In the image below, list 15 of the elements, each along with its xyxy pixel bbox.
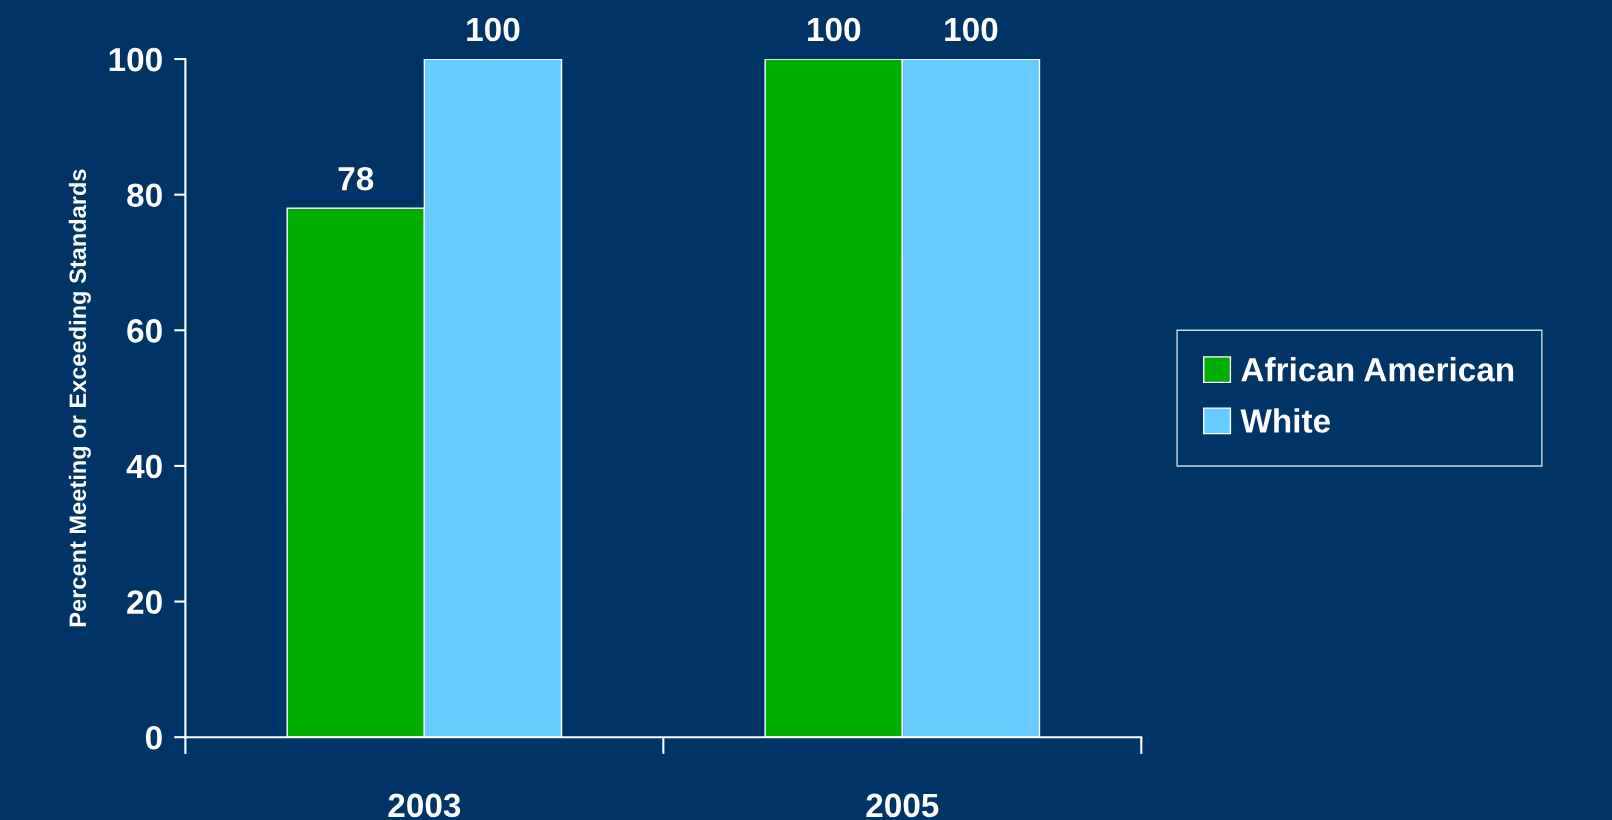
y-tick-label: 80 [127,183,162,208]
data-label: 100 [808,17,861,42]
y-tick-label: 20 [127,590,162,614]
y-tick-label: 60 [127,319,162,343]
y-tick-label: 40 [126,454,162,479]
x-tick-label: 2003 [388,793,461,818]
y-tick-label: 0 [145,725,162,750]
x-tick-label: 2005 [866,793,939,818]
data-label: 78 [338,166,374,191]
data-label: 100 [945,17,998,42]
y-axis-title: Percent Meeting or Exceeding Standards [68,169,91,627]
y-tick-label: 100 [109,47,162,72]
data-label: 100 [467,17,520,42]
legend-label: African American [1241,357,1514,382]
legend-label: White [1240,408,1330,433]
